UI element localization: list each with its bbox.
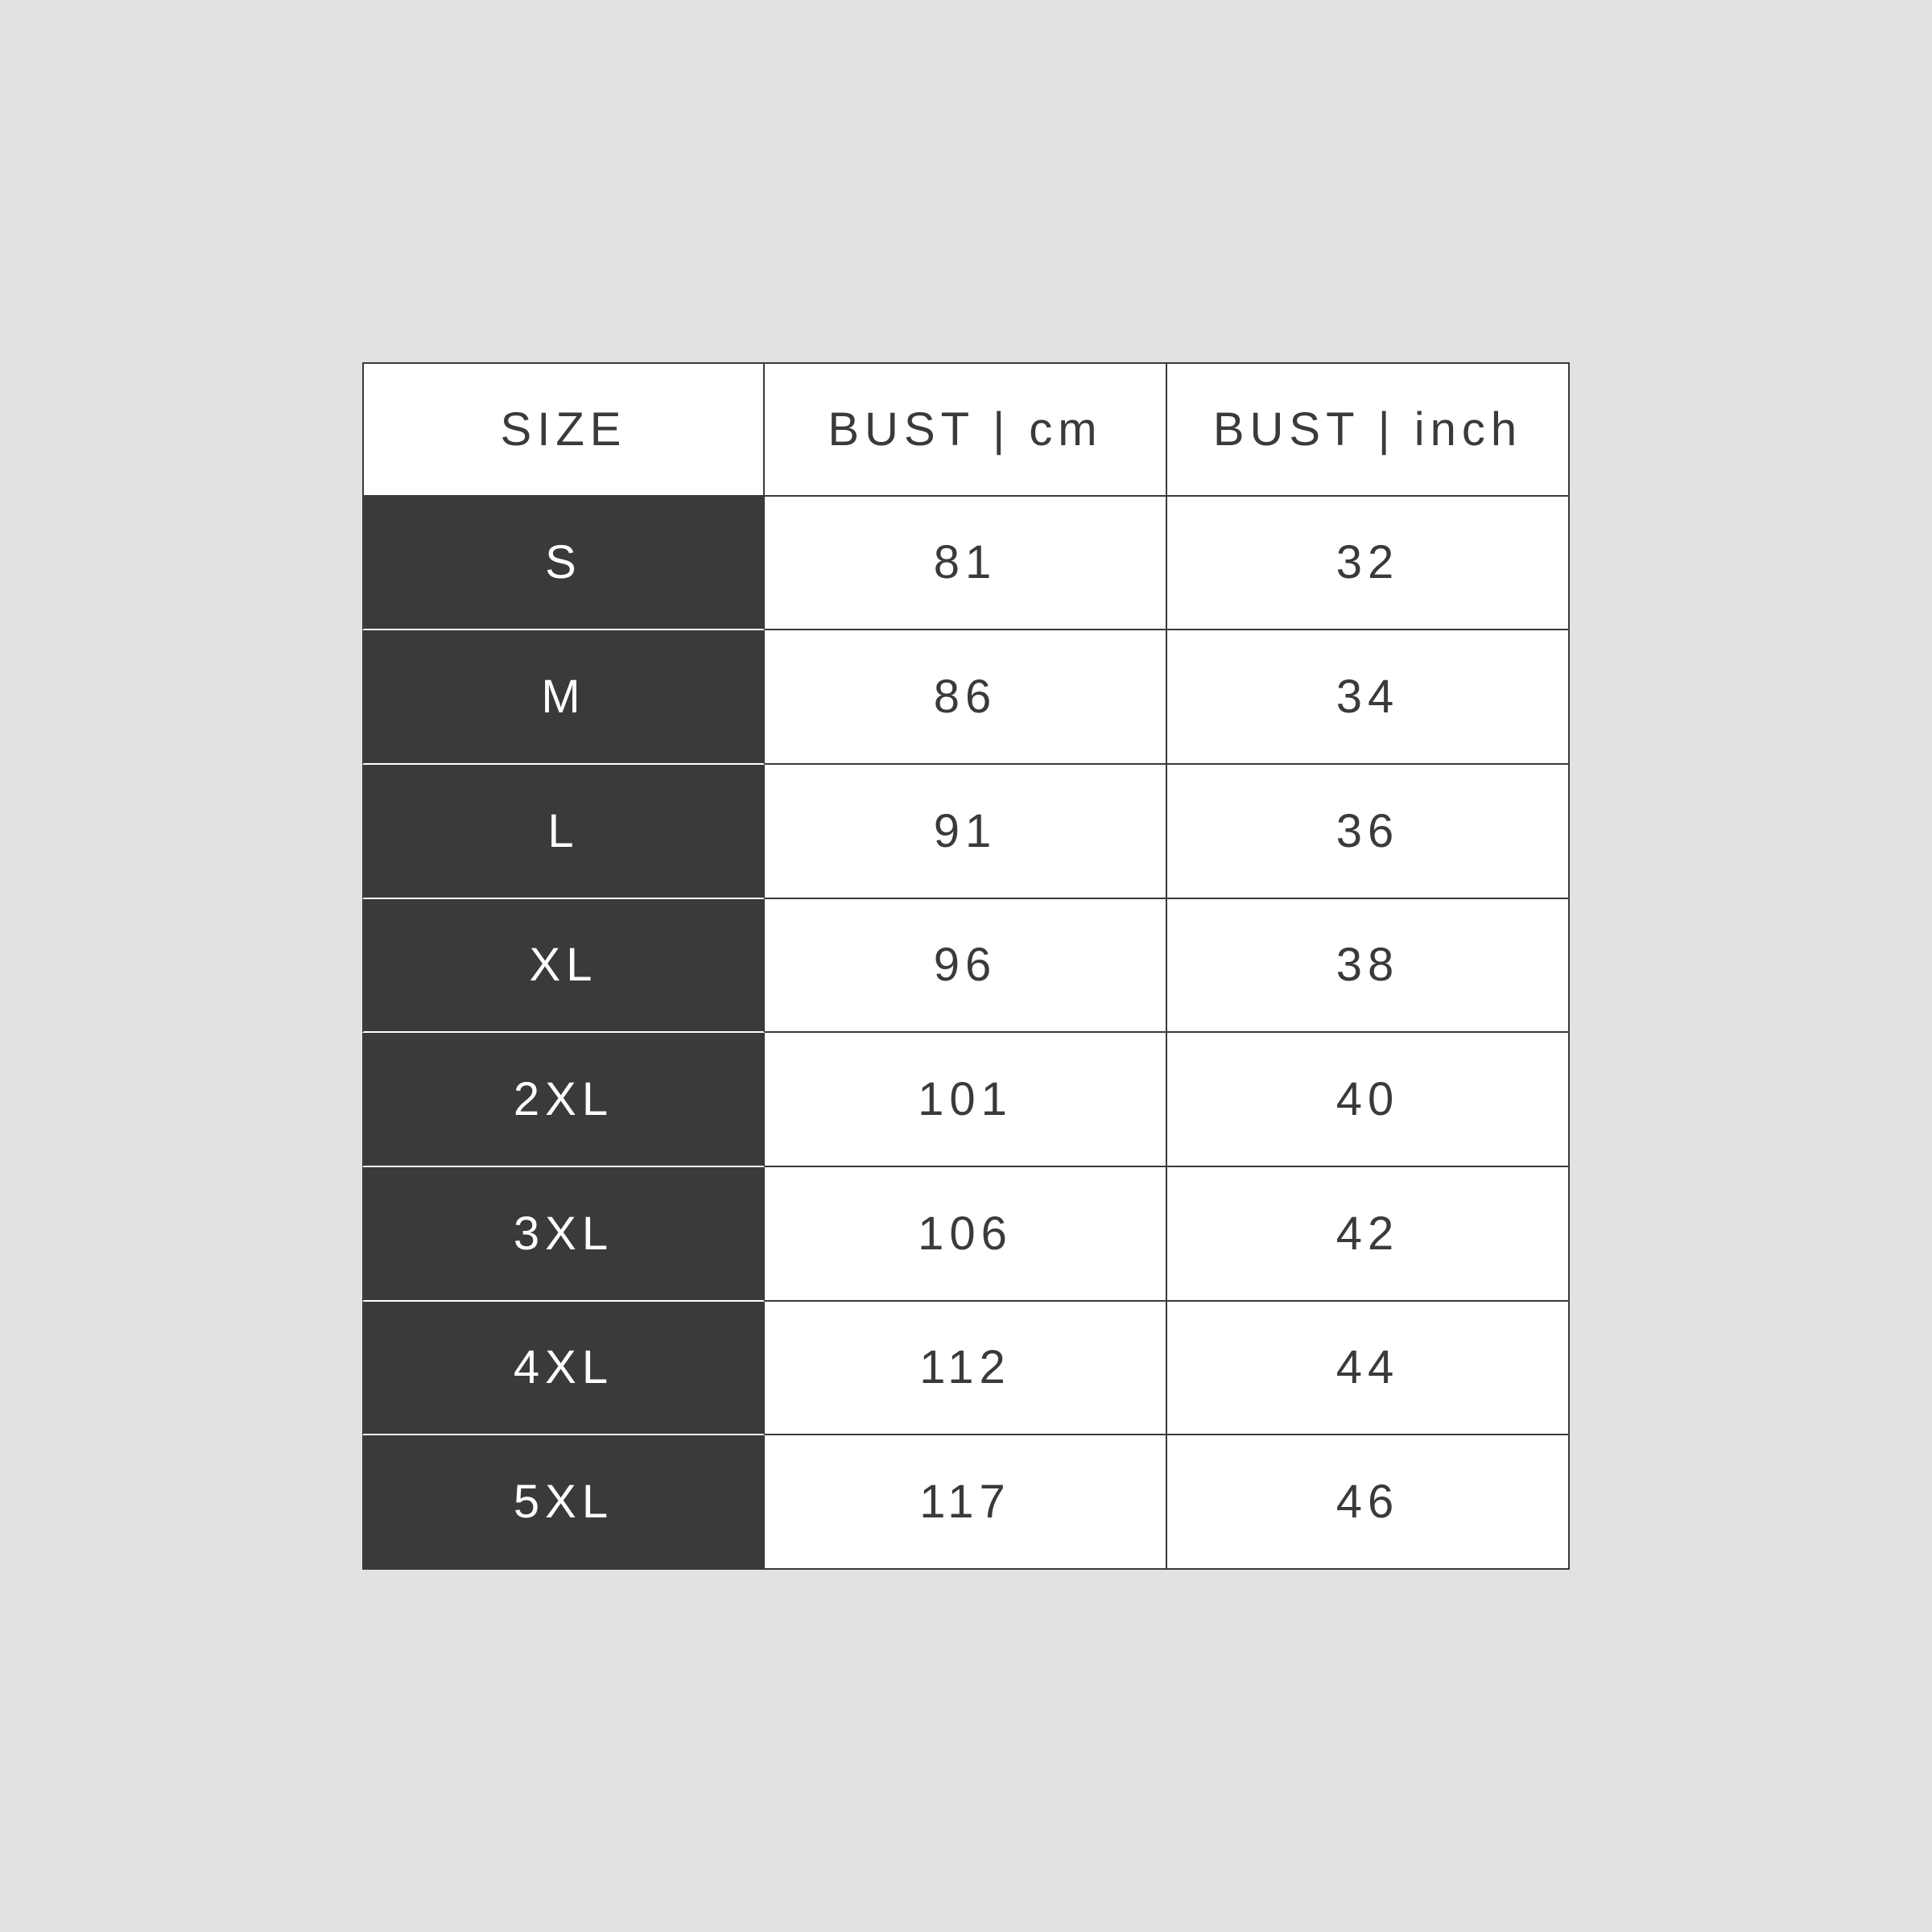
bust-inch-cell: 32	[1167, 496, 1570, 631]
bust-inch-cell: 46	[1167, 1435, 1570, 1570]
header-size: SIZE	[362, 362, 765, 497]
size-cell: 2XL	[362, 1033, 765, 1167]
bust-cm-cell: 112	[765, 1301, 1167, 1436]
bust-cm-cell: 117	[765, 1435, 1167, 1570]
bust-inch-cell: 44	[1167, 1301, 1570, 1436]
size-cell: 4XL	[362, 1301, 765, 1436]
size-cell: M	[362, 630, 765, 765]
bust-inch-cell: 34	[1167, 630, 1570, 765]
size-cell: 3XL	[362, 1167, 765, 1302]
size-cell: 5XL	[362, 1435, 765, 1570]
bust-inch-cell: 40	[1167, 1033, 1570, 1167]
bust-inch-cell: 42	[1167, 1167, 1570, 1302]
bust-cm-cell: 101	[765, 1033, 1167, 1167]
bust-cm-cell: 106	[765, 1167, 1167, 1302]
header-bust-inch: BUST | inch	[1167, 362, 1570, 497]
bust-cm-cell: 86	[765, 630, 1167, 765]
bust-cm-cell: 96	[765, 898, 1167, 1034]
bust-inch-cell: 38	[1167, 898, 1570, 1034]
header-bust-cm: BUST | cm	[765, 362, 1167, 497]
size-cell: XL	[362, 898, 765, 1034]
size-cell: S	[362, 496, 765, 631]
bust-cm-cell: 91	[765, 765, 1167, 899]
bust-cm-cell: 81	[765, 496, 1167, 631]
size-chart-table: SIZE BUST | cm BUST | inch S 81 32 M 86 34 L 91…	[362, 362, 1570, 1570]
bust-inch-cell: 36	[1167, 765, 1570, 899]
size-cell: L	[362, 765, 765, 899]
